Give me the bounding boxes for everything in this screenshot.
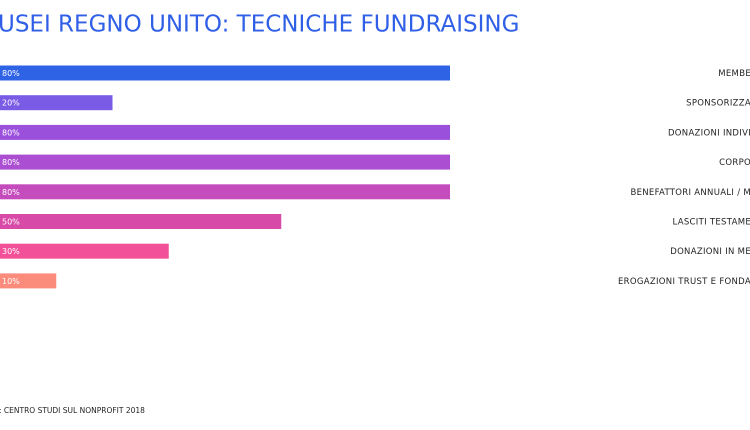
bar [0,273,57,289]
bar [0,243,169,259]
category-label: CORPO [719,158,750,168]
value-label: 80% [2,158,20,167]
value-label: 80% [2,128,20,137]
category-label: DONAZIONI INDIVI [668,128,750,138]
category-label: MEMBE [718,69,750,79]
value-label: 10% [2,277,20,286]
category-label: LASCITI TESTAME [673,218,750,228]
bar [0,184,450,200]
value-label: 80% [2,69,20,78]
category-label: BENEFATTORI ANNUALI / M [630,188,750,198]
bar [0,214,282,229]
category-label: SPONSORIZZA [686,99,750,109]
bar [0,124,450,140]
value-label: 30% [2,247,20,256]
bar [0,65,450,81]
category-label: EROGAZIONI TRUST E FONDA [618,277,750,287]
bar [0,154,450,170]
chart-title: USEI REGNO UNITO: TECNICHE FUNDRAISING [0,12,519,38]
bar [0,95,113,111]
category-label: DONAZIONI IN ME [670,247,750,257]
value-label: 80% [2,188,20,197]
value-label: 20% [2,99,20,108]
value-label: 50% [2,218,20,227]
source-note: : CENTRO STUDI SUL NONPROFIT 2018 [0,406,145,415]
